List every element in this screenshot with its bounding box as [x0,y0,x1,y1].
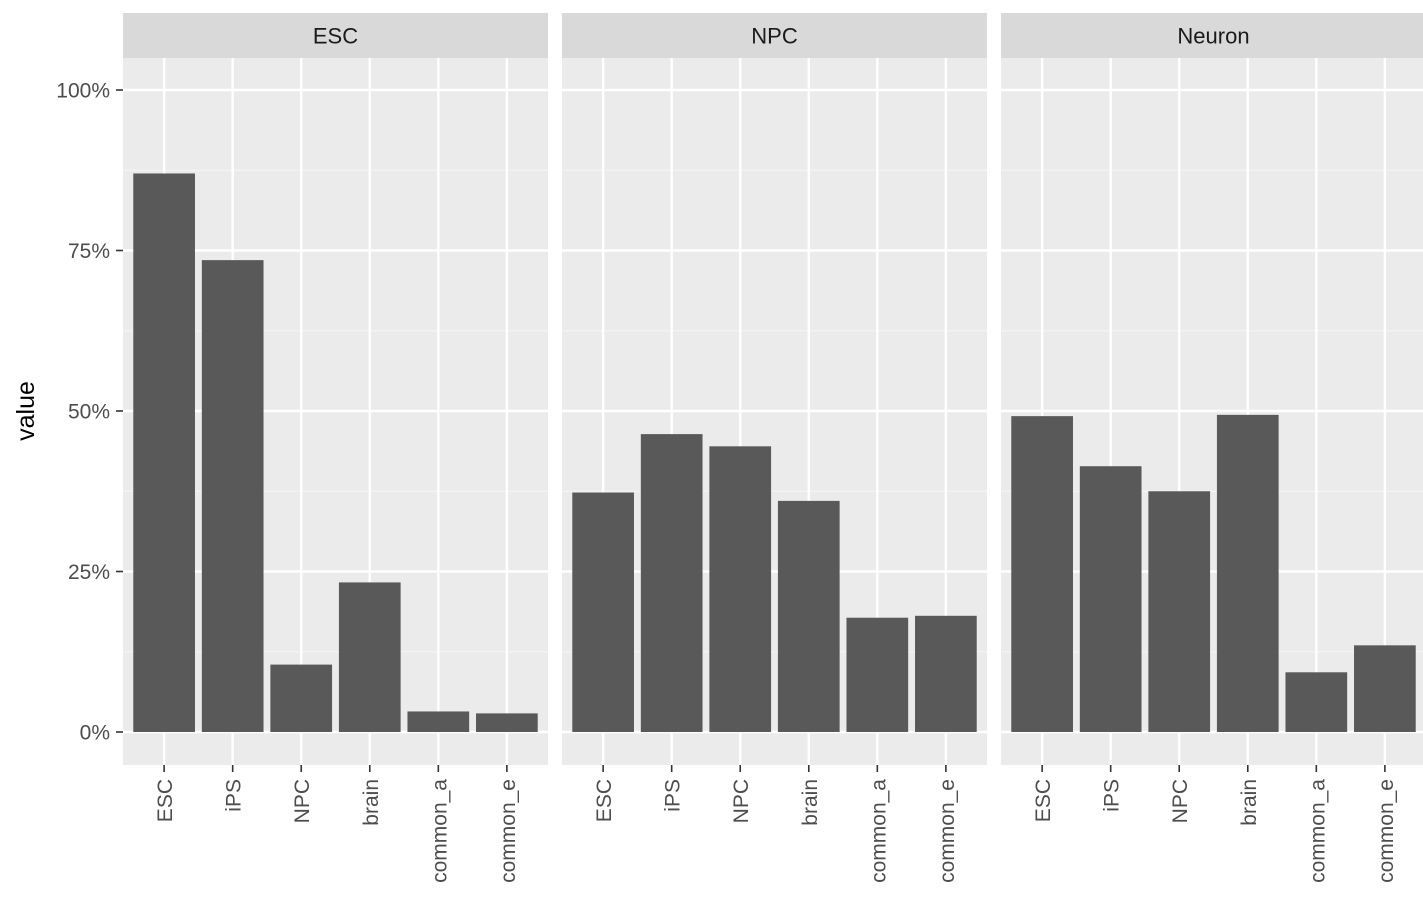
x-tick-label: NPC [730,779,753,823]
bar-common_e [1354,645,1416,732]
bar-ESC [133,173,195,732]
bar-ESC [572,492,634,732]
x-tick-label: brain [360,779,383,826]
facet-label: Neuron [1177,24,1249,49]
x-tick-label: common_e [1375,779,1398,883]
facet-label: NPC [751,24,798,49]
y-tick-label: 0% [80,722,110,745]
bar-common_a [1285,672,1348,732]
x-tick-label: brain [1238,779,1261,826]
y-tick-label: 75% [68,240,110,263]
x-tick-label: common_a [1306,779,1329,883]
facet-strip [123,13,548,58]
panel-neuron: Neuron ESC iPS NPC brain common_a common_e [1001,13,1423,883]
bar-brain [338,582,401,732]
x-tick-label: common_e [497,779,520,883]
panel-esc: ESC ESC iPS NPC brain common_a common_e [123,13,548,883]
y-axis-title: value [12,381,40,441]
y-tick-label: 25% [68,561,110,584]
y-tick-label: 50% [68,401,110,424]
x-tick-label: common_e [936,779,959,883]
bar-brain [1216,414,1279,732]
bar-common_a [407,711,470,732]
x-tick-label: ESC [154,779,177,822]
y-axis: 0% 25% 50% 75% 100% [56,80,123,745]
bar-common_e [476,713,538,732]
panel-npc: NPC ESC iPS NPC brain common_a common_e [562,13,987,883]
bar-common_e [915,615,977,732]
x-tick-label: iPS [1101,779,1124,812]
bar-iPS [201,260,264,732]
facet-label: ESC [313,24,358,49]
bar-ESC [1011,416,1073,732]
panels-layer: ESC ESC iPS NPC brain common_a common_e NPC ESC i… [123,13,1423,883]
bar-brain [777,500,840,732]
bar-NPC [1148,491,1211,732]
bar-iPS [640,434,703,732]
x-tick-label: iPS [223,779,246,812]
x-tick-label: common_a [867,779,890,883]
x-tick-label: NPC [291,779,314,823]
x-tick-label: ESC [593,779,616,822]
bar-NPC [270,664,333,732]
x-tick-label: iPS [662,779,685,812]
x-tick-label: NPC [1169,779,1192,823]
facet-strip [562,13,987,58]
facet-strip [1001,13,1423,58]
x-tick-label: brain [799,779,822,826]
y-tick-label: 100% [56,80,110,103]
x-tick-label: common_a [428,779,451,883]
x-tick-label: ESC [1032,779,1055,822]
bar-NPC [709,446,772,732]
bar-common_a [846,617,909,732]
bar-iPS [1079,466,1142,732]
